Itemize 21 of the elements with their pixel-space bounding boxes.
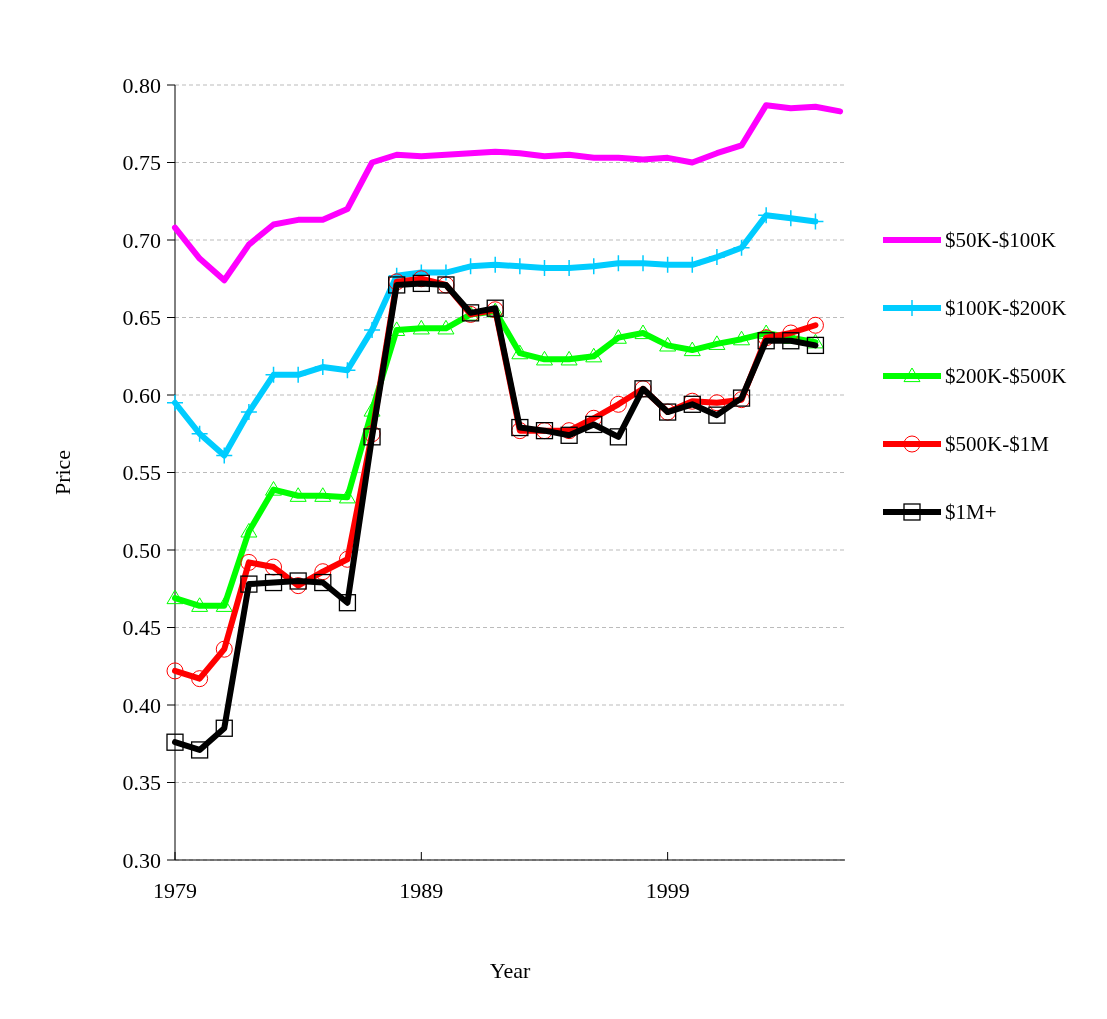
y-axis-title: Price [50,449,75,496]
legend-label: $1M+ [945,500,997,525]
y-tick-label: 0.80 [122,72,161,98]
x-tick-label: 1979 [153,878,197,903]
y-tick-label: 0.45 [122,615,161,641]
legend-label: $100K-$200K [945,296,1067,321]
y-tick-label: 0.30 [122,847,161,873]
x-tick-label: 1989 [399,878,444,903]
legend-label: $200K-$500K [945,364,1067,389]
legend-label: $500K-$1M [945,432,1050,457]
y-tick-label: 0.55 [122,460,161,486]
x-tick-label: 1999 [645,878,690,903]
y-tick-label: 0.40 [122,692,161,718]
legend-label: $50K-$100K [945,228,1056,253]
y-tick-label: 0.60 [122,382,161,408]
y-tick-label: 0.50 [122,537,161,563]
y-tick-label: 0.75 [122,150,161,176]
y-tick-label: 0.70 [122,227,161,253]
x-axis-title: Year [489,958,531,983]
y-tick-label: 0.35 [122,770,161,796]
y-tick-label: 0.65 [122,305,161,331]
